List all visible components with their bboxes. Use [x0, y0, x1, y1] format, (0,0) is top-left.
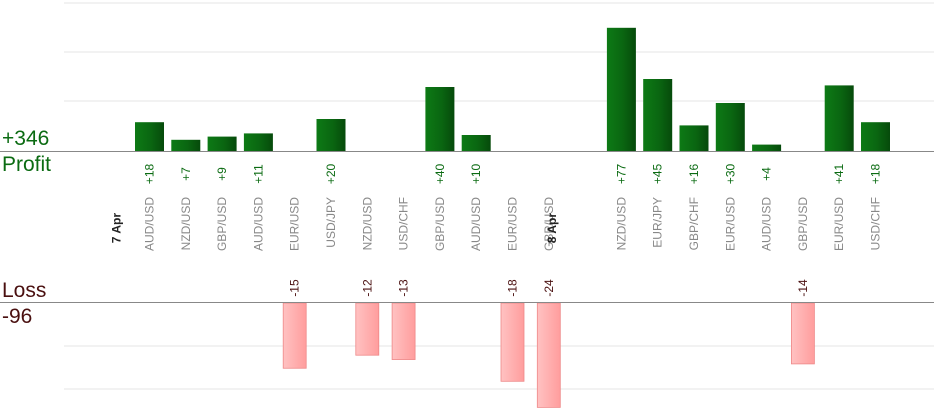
pair-label: AUD/USD	[143, 197, 157, 251]
profit-bar	[171, 139, 201, 151]
date-label: 7 Apr	[110, 213, 124, 244]
profit-value-label: +11	[251, 164, 265, 184]
bars	[135, 27, 890, 408]
profit-bar	[316, 119, 346, 151]
loss-bar	[791, 302, 815, 365]
pair-label: EUR/USD	[832, 197, 846, 251]
profit-label: Profit	[2, 153, 52, 176]
profit-value-label: +7	[179, 167, 193, 181]
pair-label: GBP/USD	[542, 197, 556, 251]
axes	[0, 151, 934, 303]
pair-label: GBP/USD	[215, 197, 229, 251]
profit-bar	[679, 125, 709, 151]
profit-bar	[207, 136, 237, 151]
labels: 7 Apr +18 AUD/USD +7 NZD/USD +9 GBP/USD +11 AUD/…	[110, 163, 883, 296]
pair-label: EUR/USD	[723, 197, 737, 251]
pair-label: NZD/USD	[179, 197, 193, 251]
pair-label: USD/CHF	[869, 197, 883, 250]
loss-bar	[536, 302, 561, 408]
pair-label: AUD/USD	[469, 197, 483, 251]
loss-bar	[355, 302, 380, 356]
loss-value-label: -13	[397, 279, 411, 297]
pair-label: AUD/USD	[251, 197, 265, 251]
profit-value-label: +40	[433, 163, 447, 184]
profit-value-label: +30	[723, 163, 737, 184]
loss-value-label: -24	[542, 279, 556, 297]
profit-value-label: +16	[687, 163, 701, 184]
profit-value-label: +4	[760, 167, 774, 181]
profit-bar	[715, 103, 745, 151]
loss-value-label: -18	[506, 279, 520, 297]
pair-label: GBP/CHF	[687, 197, 701, 250]
profit-value-label: +18	[143, 163, 157, 184]
profit-bar	[606, 27, 636, 151]
loss-bar	[391, 302, 416, 360]
profit-bar	[861, 122, 890, 151]
pair-label: EUR/JPY	[651, 197, 665, 248]
loss-value-label: -14	[796, 279, 810, 297]
pair-label: EUR/USD	[288, 197, 302, 251]
pair-label: NZD/USD	[614, 197, 628, 251]
gridlines	[64, 2, 934, 390]
profit-value-label: +18	[869, 163, 883, 184]
loss-total: -96	[2, 305, 33, 328]
profit-total: +346	[2, 127, 50, 150]
profit-value-label: +20	[324, 163, 338, 184]
date-label: 8 Apr	[545, 213, 559, 244]
loss-value-label: -15	[288, 279, 302, 297]
profit-bar	[643, 79, 673, 151]
profit-bar	[824, 85, 854, 151]
profit-value-label: +9	[215, 167, 229, 181]
pair-label: USD/CHF	[397, 197, 411, 250]
pair-label: AUD/USD	[760, 197, 774, 251]
pair-label: EUR/USD	[506, 197, 520, 251]
pair-label: GBP/USD	[433, 197, 447, 251]
profit-bar	[461, 135, 491, 151]
pair-label: GBP/USD	[796, 197, 810, 251]
profit-bar	[425, 87, 455, 151]
loss-bar	[282, 302, 307, 369]
profit-bar	[243, 133, 273, 151]
profit-bar	[752, 144, 782, 151]
pair-label: NZD/USD	[360, 197, 374, 251]
profit-value-label: +10	[469, 163, 483, 184]
loss-value-label: -12	[360, 279, 374, 297]
profit-bar	[135, 122, 164, 151]
profit-value-label: +77	[614, 163, 628, 184]
profit-value-label: +45	[651, 163, 665, 184]
profit-value-label: +41	[832, 163, 846, 184]
pair-label: USD/JPY	[324, 197, 338, 248]
loss-bar	[500, 302, 525, 382]
loss-label: Loss	[2, 279, 47, 302]
